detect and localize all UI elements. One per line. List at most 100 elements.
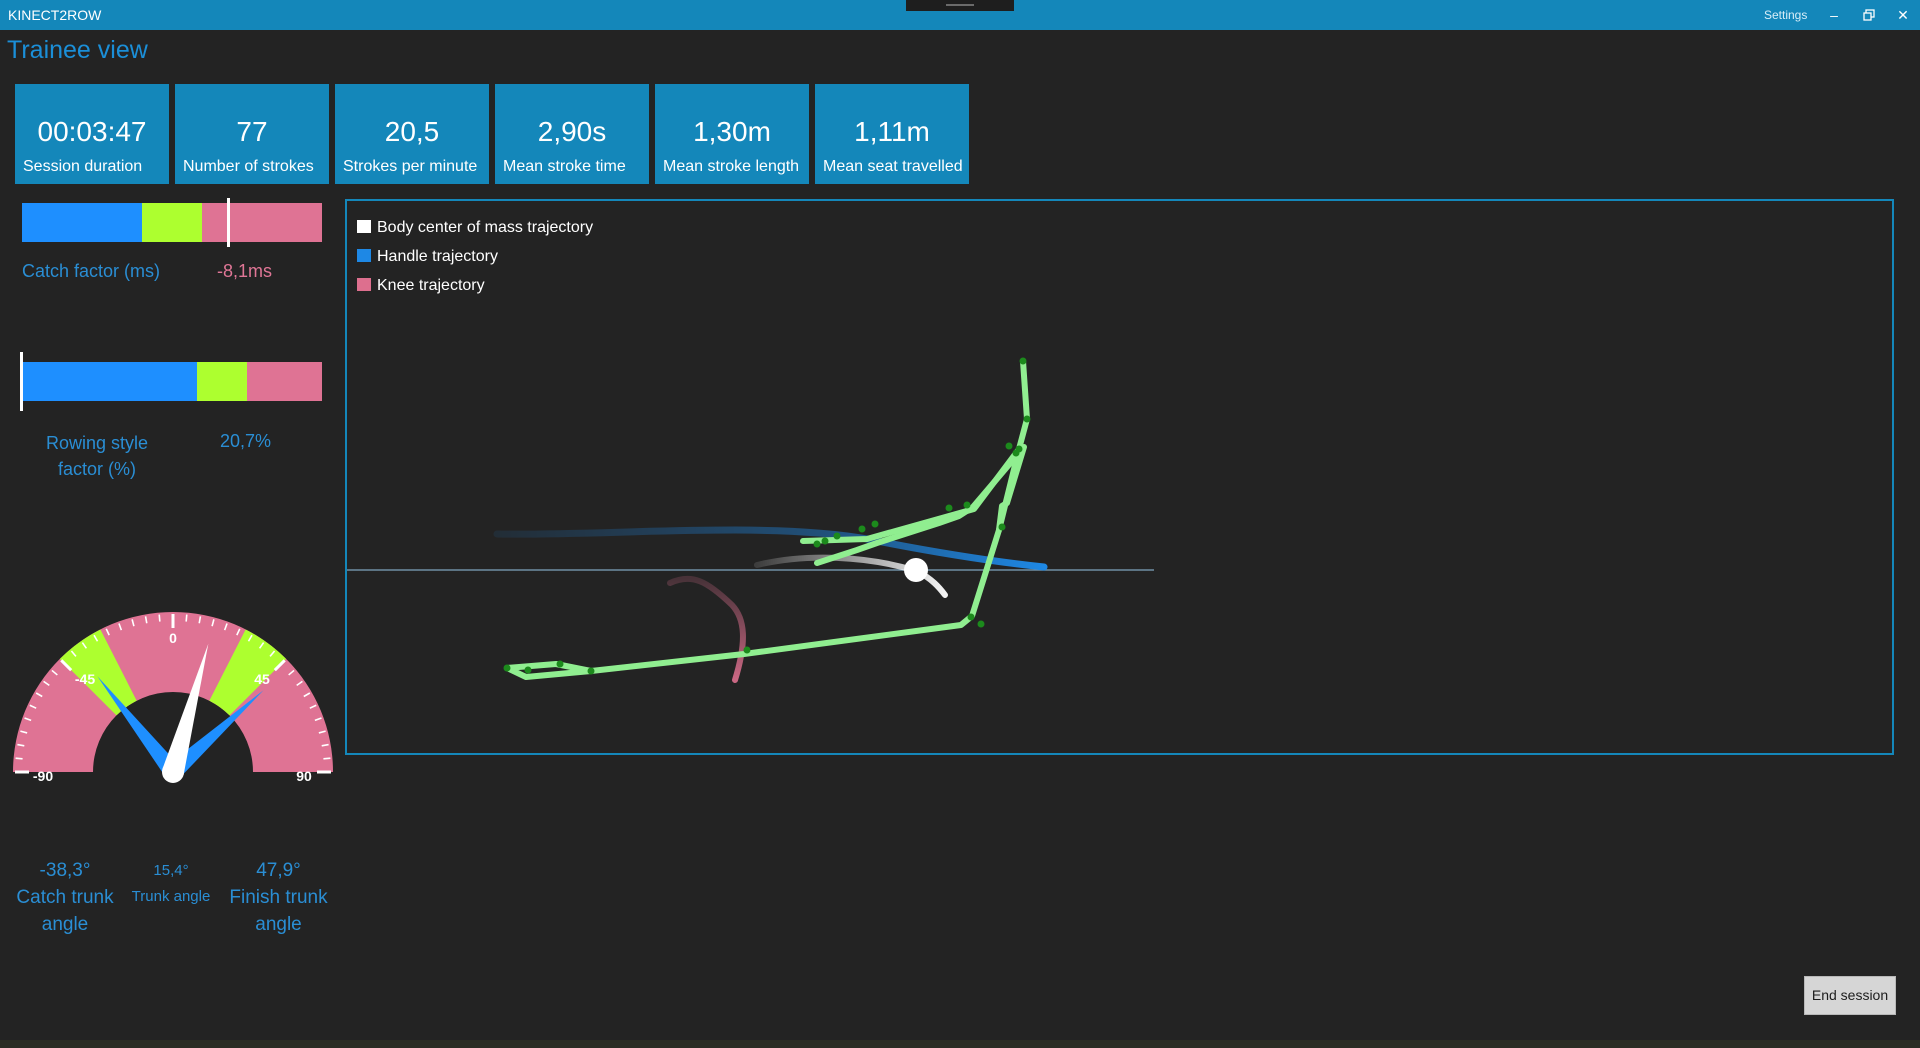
legend-label: Handle trajectory — [377, 248, 498, 265]
legend-label: Body center of mass trajectory — [377, 219, 594, 236]
gauge-tick — [158, 614, 161, 622]
app-title: KINECT2ROW — [8, 7, 102, 23]
rowing-style-label-line1: Rowing style — [45, 433, 149, 453]
stat-tile-strokes-per-minute: 20,5 Strokes per minute — [335, 84, 489, 184]
catch-factor-value: -8,1ms — [217, 261, 273, 281]
legend-swatch — [357, 249, 371, 262]
stat-label: Number of strokes — [183, 158, 314, 175]
gauge-tick — [93, 634, 99, 642]
gauge-tick — [296, 680, 303, 687]
trunk-angle-needle — [162, 643, 209, 775]
skeleton-joint — [587, 667, 595, 675]
skeleton-joint — [998, 523, 1006, 531]
rowing-style-marker — [20, 352, 23, 411]
gauge-tick — [309, 704, 317, 709]
gauge-tick — [185, 614, 188, 622]
skeleton-joint — [503, 664, 511, 672]
settings-link[interactable]: Settings — [1764, 8, 1808, 22]
gauge-tick — [20, 730, 28, 734]
restore-button[interactable] — [1858, 5, 1880, 25]
stat-value: 1,30m — [693, 116, 771, 147]
gauge-tick — [43, 680, 50, 687]
gauge-arc-green-right — [209, 629, 287, 716]
gauge-tick-label: -45 — [75, 671, 95, 687]
taskbar-strip — [0, 1040, 1920, 1048]
skeleton-joint — [813, 540, 821, 548]
finish-trunk-angle-label: angle — [255, 914, 302, 935]
gauge-tick — [273, 659, 286, 672]
gauge-tick — [118, 623, 123, 631]
gauge-tick — [321, 743, 329, 747]
minimize-icon: – — [1830, 7, 1838, 23]
gauge-tick — [144, 616, 148, 624]
body-center-trajectory — [754, 554, 948, 598]
catch-angle-needle — [97, 676, 181, 778]
gauge-tick-label: 45 — [254, 671, 270, 687]
catch-factor-label: Catch factor (ms) — [22, 261, 161, 281]
finish-trunk-angle-label: Finish trunk — [229, 887, 328, 908]
minimize-button[interactable]: – — [1823, 5, 1845, 25]
skeleton-joint — [524, 666, 532, 674]
catch-trunk-angle-label: angle — [41, 914, 89, 935]
legend-item-handle: Handle trajectory — [357, 248, 498, 266]
stat-tile-number-of-strokes: 77 Number of strokes — [175, 84, 329, 184]
gauge-tick — [131, 619, 135, 627]
catch-factor-marker — [227, 198, 230, 247]
gauge-tick — [303, 692, 311, 698]
trunk-angle-label: Trunk angle — [131, 888, 211, 905]
catch-trunk-angle-value: -38,3° — [39, 860, 91, 881]
catch-trunk-angle-label: Catch trunk — [16, 887, 114, 908]
skeleton-joint — [833, 532, 841, 540]
stat-tile-mean-seat-travelled: 1,11m Mean seat travelled — [815, 84, 969, 184]
stat-label: Mean stroke time — [503, 158, 626, 175]
gauge-tick — [288, 669, 295, 676]
finish-trunk-angle-value: 47,9° — [256, 860, 301, 881]
restore-icon — [1863, 9, 1875, 21]
legend-item-body-center: Body center of mass trajectory — [357, 219, 593, 237]
stat-value: 00:03:47 — [37, 116, 147, 147]
gauge-tick — [258, 642, 265, 649]
gauge-arc-green-left — [59, 629, 137, 716]
stat-value: 77 — [236, 116, 268, 147]
gauge-tick — [198, 616, 202, 624]
skeleton-joint — [556, 660, 564, 668]
trunk-angle-gauge: -90 -45 0 45 90 — [13, 612, 333, 784]
body-center-marker — [904, 558, 928, 582]
bar-segment-green — [142, 203, 202, 242]
gauge-tick — [51, 669, 58, 676]
close-button[interactable]: ✕ — [1892, 5, 1914, 25]
gauge-tick — [81, 642, 88, 649]
rowing-style-value: 20,7% — [220, 431, 272, 451]
skeleton-joint — [743, 646, 751, 654]
close-icon: ✕ — [1897, 7, 1909, 23]
legend-item-knee: Knee trajectory — [357, 277, 485, 295]
stat-label: Mean seat travelled — [823, 158, 963, 175]
legend-swatch — [357, 220, 371, 233]
legend-label: Knee trajectory — [377, 277, 485, 294]
drag-handle[interactable] — [906, 0, 1014, 11]
skeleton-joint — [977, 620, 985, 628]
gauge-tick — [236, 628, 241, 636]
skeleton — [504, 358, 1030, 680]
end-session-button[interactable]: End session — [1804, 976, 1896, 1015]
rowing-style-label: Rowing style factor (%) — [25, 430, 169, 482]
trajectory-panel: Body center of mass trajectory Handle tr… — [345, 199, 1894, 755]
gauge-tick — [29, 704, 37, 709]
gauge-tick — [15, 757, 23, 760]
stat-tile-mean-stroke-time: 2,90s Mean stroke time — [495, 84, 649, 184]
page-title: Trainee view — [7, 36, 148, 64]
rowing-style-label-line2: factor (%) — [57, 459, 136, 479]
finish-angle-needle — [166, 690, 264, 779]
skeleton-arm — [800, 446, 1022, 544]
gauge-tick — [105, 628, 110, 636]
title-bar: KINECT2ROW Settings – ✕ — [0, 0, 1920, 30]
bar-segment-blue — [22, 362, 197, 401]
gauge-tick — [323, 757, 331, 760]
gauge-hub — [162, 761, 184, 783]
bar-segment-green — [197, 362, 247, 401]
gauge-tick — [318, 730, 326, 734]
gauge-tick-label: 90 — [296, 768, 312, 784]
stat-value: 1,11m — [854, 116, 930, 147]
catch-factor-bar — [22, 198, 322, 247]
skeleton-joint — [963, 501, 971, 509]
